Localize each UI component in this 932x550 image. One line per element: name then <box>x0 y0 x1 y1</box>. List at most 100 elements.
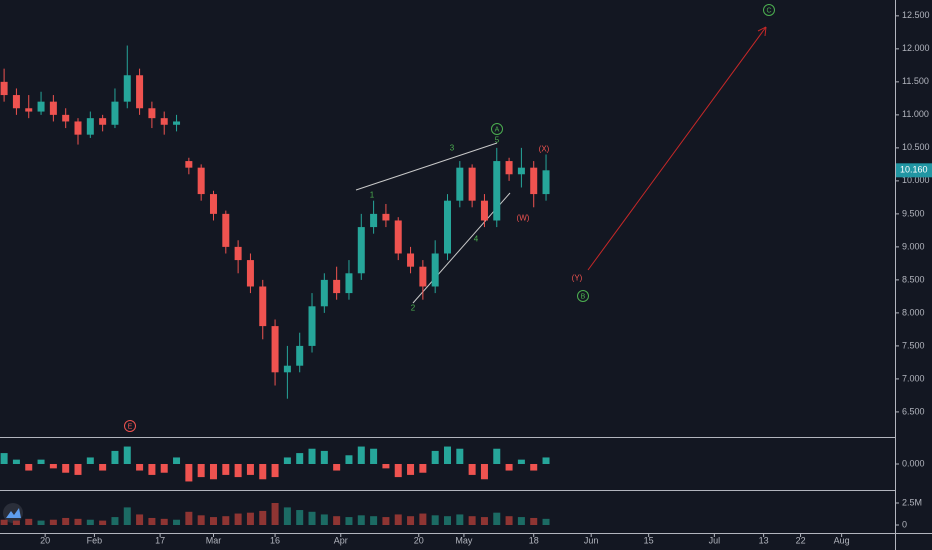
candle-body <box>480 200 488 221</box>
oscillator-bar <box>345 455 353 464</box>
y-tick-label: 10.000 <box>902 175 930 185</box>
x-tick-label: 13 <box>759 535 769 545</box>
volume-bar <box>271 503 279 525</box>
y-tick-label: 6.500 <box>902 406 925 416</box>
candle-body <box>308 306 316 346</box>
candle-body <box>468 167 476 201</box>
y-tick-label: 8.000 <box>902 307 925 317</box>
y-tick-label: 9.000 <box>902 241 925 251</box>
volume-bar <box>160 518 168 525</box>
oscillator-bar <box>370 448 378 464</box>
oscillator-bar <box>246 464 254 475</box>
volume-bar <box>99 520 107 525</box>
candle-body <box>136 75 144 109</box>
y-tick-label: 7.000 <box>902 373 925 383</box>
oscillator-bar <box>320 450 328 464</box>
candle-body <box>99 118 107 125</box>
volume-pane <box>0 503 550 525</box>
volume-bar <box>517 517 525 525</box>
oscillator-bar <box>308 448 316 464</box>
candle-body <box>419 266 427 287</box>
logo <box>3 503 23 523</box>
y-tick-label: 8.500 <box>902 274 925 284</box>
candle-body <box>444 200 451 254</box>
volume-bar <box>49 519 57 525</box>
candle-body <box>234 246 242 261</box>
arrow-head <box>757 26 767 37</box>
volume-bar <box>431 515 439 525</box>
oscillator-bar <box>123 446 131 464</box>
candle-body <box>0 81 8 96</box>
candle-body <box>74 121 82 135</box>
candle-body <box>148 108 156 119</box>
y-tick-label: 10.500 <box>902 142 930 152</box>
volume-bar <box>222 516 230 525</box>
volume-bar <box>209 517 217 525</box>
x-tick-label: Mar <box>206 535 222 545</box>
candle-body <box>345 273 353 294</box>
volume-bar <box>394 514 402 525</box>
oscillator-bar <box>37 459 45 464</box>
wave-label: 4 <box>474 235 479 244</box>
oscillator-bar <box>480 464 488 480</box>
oscillator-bar <box>25 464 33 471</box>
volume-bar <box>468 516 476 525</box>
oscillator-bar <box>259 464 267 480</box>
candle-body <box>530 167 538 195</box>
oscillator-bar <box>542 457 550 464</box>
oscillator-bar <box>173 457 181 464</box>
candle-body <box>542 170 550 195</box>
volume-bar <box>456 514 464 525</box>
oscillator-bar <box>234 464 242 478</box>
oscillator-pane <box>0 446 550 482</box>
x-tick-label: 17 <box>155 535 165 545</box>
x-tick-label: 20 <box>414 535 424 545</box>
oscillator-bar <box>136 464 144 471</box>
volume-bar <box>0 519 8 525</box>
candle-body <box>517 167 525 175</box>
wave-label: A <box>495 126 500 133</box>
oscillator-bar <box>444 446 451 464</box>
candle-body <box>62 114 70 122</box>
x-tick-label: 20 <box>40 535 50 545</box>
oscillator-bar <box>12 459 20 464</box>
candle-body <box>173 121 181 125</box>
candle-body <box>123 75 131 102</box>
candle-body <box>407 253 415 267</box>
oscillator-bar <box>49 464 57 469</box>
last-price-tag <box>896 163 932 178</box>
volume-bar <box>74 518 82 525</box>
x-tick-label: 22 <box>796 535 806 545</box>
candle-body <box>456 167 464 201</box>
oscillator-bar <box>86 457 94 464</box>
oscillator-bar <box>382 464 390 469</box>
x-tick-label: Jun <box>584 535 599 545</box>
candle-body <box>283 365 291 373</box>
candle-body <box>111 101 119 125</box>
oscillator-bar <box>505 464 513 471</box>
oscillator-bar <box>333 464 341 471</box>
volume-bar <box>333 516 341 525</box>
volume-bar <box>185 511 193 525</box>
volume-bar <box>246 512 254 525</box>
volume-bar <box>283 507 291 525</box>
oscillator-bar <box>357 446 365 464</box>
wave-label: E <box>128 423 133 430</box>
volume-bar <box>320 514 328 525</box>
volume-bar <box>111 517 119 525</box>
candle-body <box>209 194 217 214</box>
candle-body <box>246 260 254 287</box>
wave-label: B <box>581 293 586 300</box>
oscillator-bar <box>468 464 476 475</box>
volume-bar <box>173 519 181 525</box>
volume-bar <box>345 517 353 525</box>
oscillator-bar <box>74 464 82 475</box>
volume-bar <box>12 520 20 525</box>
candle-body <box>505 161 513 175</box>
oscillator-bar <box>530 464 538 471</box>
oscillator-bar <box>493 448 501 464</box>
volume-bar <box>308 511 316 525</box>
volume-bar <box>370 516 378 525</box>
oscillator-bar <box>99 464 107 471</box>
